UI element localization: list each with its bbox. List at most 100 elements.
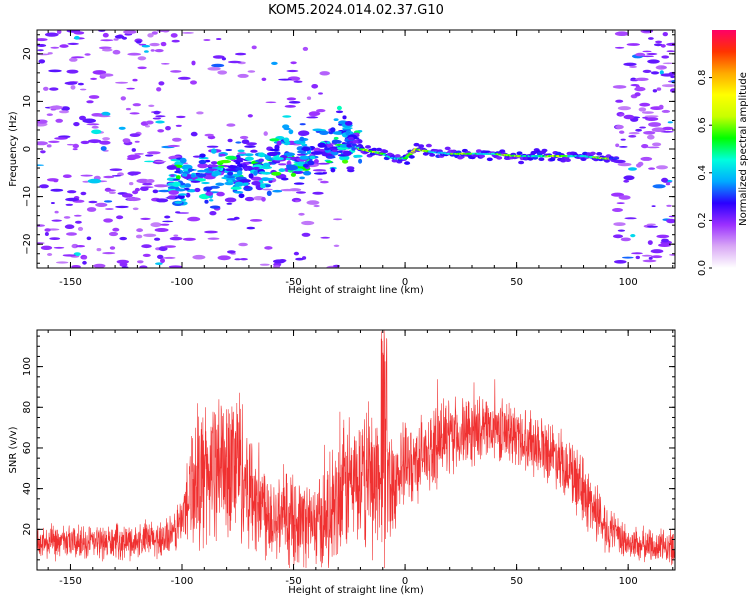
heatmap-cell <box>199 153 206 158</box>
heatmap-cell <box>253 170 258 176</box>
heatmap-cell <box>147 151 161 155</box>
heatmap-cell <box>196 169 207 173</box>
heatmap-cell <box>283 137 290 143</box>
heatmap-cell <box>49 105 63 110</box>
heatmap-cell <box>623 179 630 183</box>
x-tick-label: -50 <box>285 576 301 587</box>
heatmap-cell <box>613 222 626 227</box>
heatmap-cell <box>73 31 85 35</box>
snr-x-ticks: -150 -100 -50 0 50 100 <box>47 330 674 587</box>
heatmap-cell <box>71 243 79 249</box>
snr-x-label: Height of straight line (km) <box>288 585 424 596</box>
heatmap-cell <box>285 158 291 160</box>
heatmap-cell <box>129 112 140 115</box>
heatmap-cell <box>333 244 340 247</box>
heatmap-cell <box>206 145 219 148</box>
heatmap-cell <box>238 193 245 199</box>
heatmap-cell <box>614 46 625 49</box>
heatmap-cell <box>172 178 181 181</box>
heatmap-cell <box>134 140 140 143</box>
heatmap-cell <box>230 186 242 190</box>
heatmap-cell <box>204 172 214 176</box>
heatmap-cell <box>647 59 660 64</box>
heatmap-cell <box>237 73 249 78</box>
heatmap-cell <box>74 35 80 40</box>
heatmap-cell <box>444 146 451 151</box>
heatmap-cell <box>286 69 299 73</box>
heatmap-cell <box>617 106 632 111</box>
heatmap-cell <box>101 48 113 52</box>
heatmap-cell <box>262 188 273 191</box>
heatmap-cell <box>62 174 72 178</box>
heatmap-cell <box>619 146 628 148</box>
colorbar: 0.0 0.2 0.4 0.6 0.8 Normalized spectral ampl… <box>697 30 749 276</box>
heatmap-cell <box>266 190 272 196</box>
heatmap-cell <box>108 191 116 195</box>
x-tick-label: 0 <box>402 277 408 288</box>
heatmap-cell <box>38 59 46 64</box>
heatmap-cell <box>320 180 329 184</box>
heatmap-cell <box>154 160 167 163</box>
heatmap-cell <box>175 211 181 214</box>
heatmap-cell <box>317 162 330 165</box>
heatmap-cell <box>129 182 134 186</box>
heatmap-cell <box>660 44 666 48</box>
heatmap-cell <box>79 115 86 121</box>
heatmap-cell <box>358 158 363 164</box>
heatmap-cell <box>44 32 59 37</box>
heatmap-cell <box>662 31 668 37</box>
y-tick-label: 100 <box>22 357 33 376</box>
heatmap-cell <box>145 120 154 125</box>
heatmap-cell <box>176 115 186 119</box>
heatmap-cell <box>651 205 656 208</box>
heatmap-cell <box>131 148 136 152</box>
heatmap-cell <box>155 262 163 266</box>
heatmap-cell <box>65 197 79 202</box>
heatmap-cell <box>301 220 315 226</box>
heatmap-cell <box>175 188 186 192</box>
heatmap-cell <box>100 39 114 42</box>
heatmap-cell <box>318 149 326 152</box>
heatmap-cell <box>271 61 278 65</box>
heatmap-cell <box>371 147 378 152</box>
heatmap-cell <box>137 66 147 70</box>
heatmap-cell <box>66 143 75 146</box>
heatmap-cell <box>293 251 299 256</box>
heatmap-cell <box>102 252 116 255</box>
heatmap-cell <box>190 80 197 85</box>
heatmap-cell <box>77 226 84 231</box>
heatmap-cell <box>113 38 119 41</box>
heatmap-cell <box>635 255 640 260</box>
heatmap-cell <box>244 185 250 189</box>
heatmap-cell <box>192 254 206 260</box>
heatmap-cell <box>175 124 182 127</box>
heatmap-cell <box>177 194 185 199</box>
heatmap-cell <box>303 163 309 168</box>
heatmap-cell <box>190 174 196 178</box>
heatmap-cell <box>136 178 150 184</box>
heatmap-cell <box>648 122 662 127</box>
heatmap-cell <box>634 86 646 92</box>
x-tick-label: -100 <box>171 576 194 587</box>
y-tick-label: 10 <box>22 95 33 108</box>
heatmap-cell <box>209 211 217 216</box>
heatmap-cell <box>49 87 59 91</box>
heatmap-cell <box>152 117 162 120</box>
heatmap-cell <box>261 172 270 175</box>
heatmap-cell <box>612 85 627 89</box>
heatmap-cell <box>656 87 662 91</box>
heatmap-cell <box>671 80 675 84</box>
heatmap-cell <box>225 176 236 179</box>
heatmap-cell <box>646 52 658 56</box>
heatmap-cell <box>170 174 175 177</box>
heatmap-cell <box>667 121 673 124</box>
heatmap-cell <box>252 166 260 170</box>
heatmap-cell <box>156 87 162 92</box>
heatmap-cell <box>140 217 151 220</box>
heatmap-cell <box>77 82 84 86</box>
y-tick-label: 60 <box>22 442 33 455</box>
heatmap-cell <box>207 237 220 240</box>
heatmap-cell <box>259 263 270 266</box>
x-tick-label: -50 <box>285 277 301 288</box>
heatmap-cell <box>648 256 653 260</box>
